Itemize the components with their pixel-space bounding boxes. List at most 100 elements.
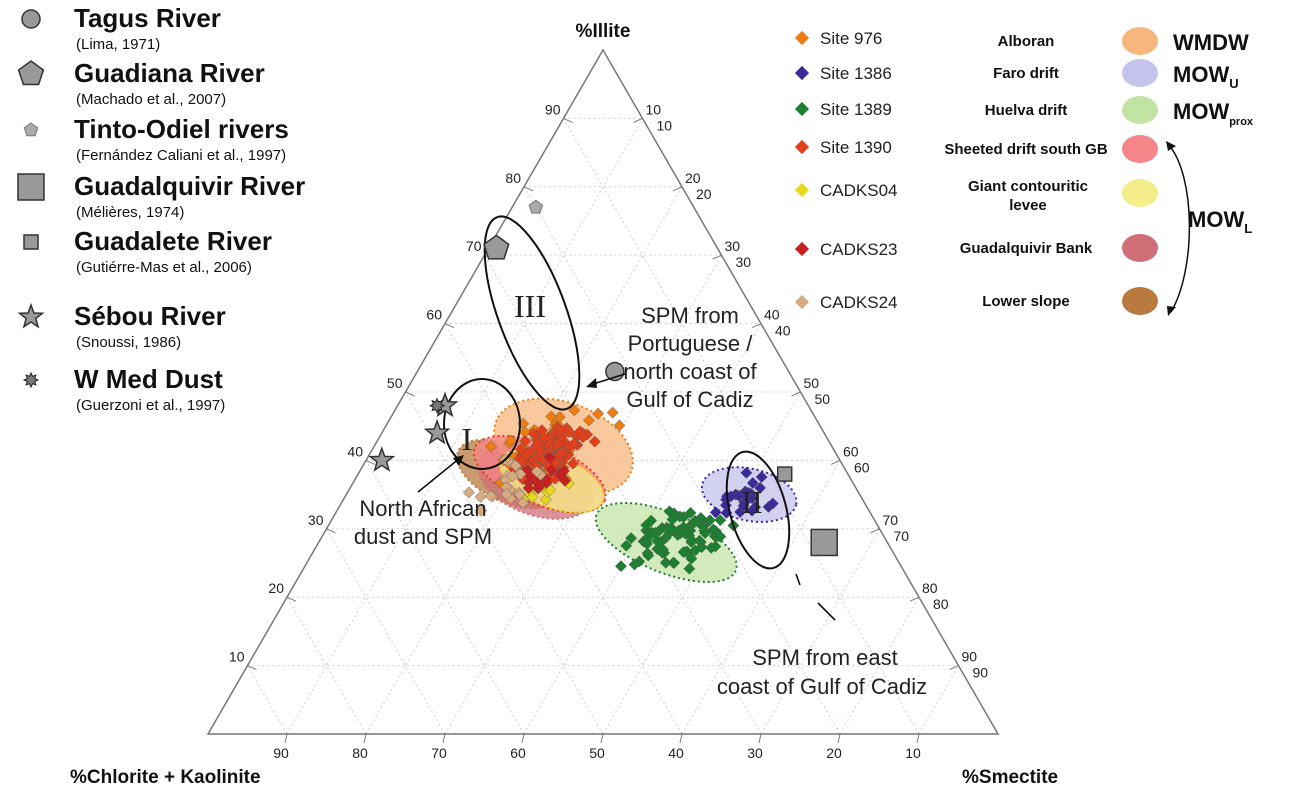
legend-water-mass-swatch: [1122, 27, 1158, 55]
data-point: [576, 431, 589, 444]
tick-label-smectite: 50: [815, 391, 831, 407]
tick-mark: [363, 733, 367, 744]
grid-line: [760, 528, 880, 735]
tick-mark: [830, 459, 841, 465]
legend-source-ref: (Snoussi, 1986): [76, 334, 181, 351]
data-point: [475, 504, 487, 517]
data-point: [654, 545, 667, 558]
tick-mark: [444, 323, 455, 329]
tick-label-left: 10: [229, 649, 245, 665]
source-markers: [368, 199, 838, 557]
site-legend: Site 976 Site 1386 Site 1389 Site 1390 CADKS…: [794, 29, 897, 312]
data-point: [554, 425, 567, 437]
tick-label-smectite: 80: [933, 596, 949, 612]
tick-label-bottom: 90: [273, 745, 289, 761]
data-point: [588, 435, 601, 448]
annotation-spm-portuguese: north coast of: [623, 359, 757, 384]
data-point: [665, 524, 678, 537]
group-label-ii: II: [741, 484, 762, 520]
data-point: [628, 558, 641, 571]
legend-site-label: CADKS24: [820, 293, 897, 312]
tick-label-illite: 50: [804, 375, 820, 391]
tick-label-left: 30: [308, 512, 324, 528]
legend-source-name: Guadiana River: [74, 58, 265, 88]
tick-mark: [600, 733, 604, 744]
legend-site-swatch: [794, 65, 810, 81]
annotation-spm-portuguese: SPM from: [641, 303, 739, 328]
legend-water-mass-label: MOWU: [1173, 62, 1239, 91]
water-mass-legend: Alboran WMDW Faro drift MOWU Huelva drift MOW…: [944, 27, 1254, 316]
data-point: [513, 488, 526, 501]
data-point: [663, 505, 676, 518]
data-point: [685, 552, 698, 565]
data-point: [568, 404, 581, 417]
tick-mark: [247, 665, 257, 671]
legend-site-swatch: [794, 30, 810, 46]
arrowhead-north-african: [453, 455, 464, 466]
data-point: [704, 514, 716, 527]
tick-mark: [870, 528, 880, 534]
source-marker: [483, 234, 510, 260]
legend-area-label: Guadalquivir Bank: [960, 240, 1093, 257]
data-point: [530, 465, 543, 478]
annotation-spm-east: SPM from east: [752, 645, 897, 670]
data-point: [737, 499, 750, 512]
source-legend: Tagus River (Lima, 1971) Guadiana River (Ma…: [17, 3, 305, 414]
legend-site-label: Site 976: [820, 29, 882, 48]
data-point: [766, 497, 779, 510]
legend-site-label: Site 1390: [820, 138, 892, 157]
legend-water-mass-label: WMDW: [1173, 30, 1249, 55]
legend-water-mass-swatch: [1122, 287, 1158, 315]
data-point: [563, 426, 576, 439]
tick-label-illite: 10: [646, 101, 662, 117]
tick-mark: [365, 459, 376, 465]
tick-label-illite: 20: [685, 170, 701, 186]
legend-mowl-arrowhead-top: [1166, 141, 1176, 151]
data-point: [625, 532, 638, 545]
data-point: [746, 504, 758, 517]
legend-source-name: Guadalquivir River: [74, 171, 305, 201]
legend-water-mass-swatch: [1122, 234, 1158, 262]
data-point: [567, 457, 579, 470]
tick-label-smectite: 70: [894, 528, 910, 544]
grid-line: [839, 596, 920, 735]
legend-marker: [21, 9, 41, 29]
annotation-spm-east: coast of Gulf of Cadiz: [717, 674, 927, 699]
tick-mark: [837, 733, 841, 744]
tick-label-bottom: 80: [352, 745, 368, 761]
data-point: [683, 562, 696, 575]
legend-area-label: Sheeted drift south GB: [944, 141, 1108, 158]
data-point: [613, 419, 626, 432]
grid-line: [326, 528, 446, 735]
grid-line: [286, 118, 643, 735]
data-point: [568, 437, 580, 450]
tick-label-bottom: 70: [431, 745, 447, 761]
tick-label-smectite: 30: [736, 254, 752, 270]
legend-water-mass-subscript: U: [1229, 76, 1238, 91]
tick-mark: [286, 596, 297, 602]
data-point: [500, 488, 513, 501]
source-marker: [528, 199, 544, 214]
tick-label-illite: 70: [883, 512, 899, 528]
grid-line: [247, 665, 288, 735]
tick-label-illite: 90: [962, 649, 978, 665]
data-point: [534, 444, 547, 457]
legend-site-swatch: [794, 241, 810, 257]
data-point: [641, 537, 654, 550]
data-point: [695, 541, 708, 554]
group-outlines: [443, 215, 791, 570]
grid-line: [484, 254, 762, 735]
tick-label-smectite: 60: [854, 459, 870, 475]
group-label-i: I: [462, 421, 473, 457]
data-point: [740, 466, 753, 479]
data-point: [553, 411, 566, 423]
legend-area-label: levee: [1009, 197, 1047, 214]
data-point: [659, 556, 672, 569]
tick-label-smectite: 10: [657, 117, 673, 133]
data-point: [535, 424, 548, 437]
source-marker: [428, 397, 446, 414]
tick-label-smectite: 20: [696, 186, 712, 202]
grid-line: [444, 323, 683, 735]
tick-label-bottom: 20: [826, 745, 842, 761]
legend-site-swatch: [794, 182, 810, 198]
